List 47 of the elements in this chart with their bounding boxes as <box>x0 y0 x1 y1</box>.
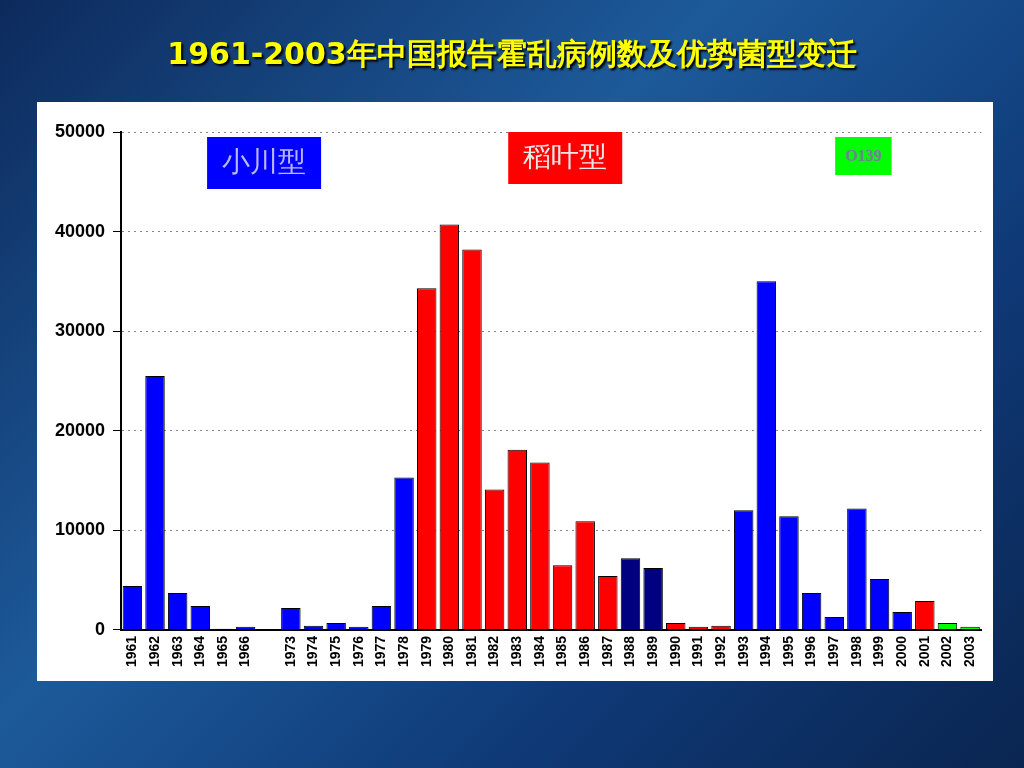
x-tick-label: 1998 <box>847 635 864 668</box>
x-tick-label: 1997 <box>825 635 842 668</box>
x-tick-label: 1995 <box>779 635 796 668</box>
x-tick-label: 1987 <box>598 635 615 668</box>
x-tick-label: 1964 <box>191 635 208 668</box>
x-tick-label: 1981 <box>462 635 479 668</box>
x-tick-label: 1976 <box>349 635 366 668</box>
x-tick-label: 1989 <box>643 635 660 668</box>
y-tick-label: 50000 <box>54 120 106 141</box>
y-tick-label: 20000 <box>54 419 106 440</box>
x-tick-label: 1962 <box>145 635 162 668</box>
x-tick-label: 1986 <box>576 635 593 668</box>
y-tick-label: 30000 <box>54 320 106 341</box>
x-tick-label: 2001 <box>915 635 932 668</box>
x-tick-label: 1978 <box>394 635 411 668</box>
x-tick-label: 1973 <box>281 635 298 668</box>
x-tick-label: 1994 <box>757 635 774 668</box>
x-tick-label: 1975 <box>327 635 343 668</box>
x-tick-label: 1993 <box>734 635 751 668</box>
x-tick-label: 2002 <box>938 635 955 668</box>
x-tick-label: 1977 <box>372 635 389 668</box>
chart-title: 1961-2003年中国报告霍乱病例数及优势菌型变迁 <box>166 35 858 73</box>
y-tick-label: 10000 <box>54 519 106 540</box>
x-tick-label: 1990 <box>666 635 683 668</box>
x-tick-label: 1999 <box>870 635 887 668</box>
x-tick-label: 1965 <box>213 635 230 668</box>
x-tick-label: 1963 <box>168 635 185 668</box>
y-tick-label: 40000 <box>54 220 106 241</box>
x-tick-label: 1966 <box>236 635 253 668</box>
y-tick-label: 0 <box>95 618 106 639</box>
x-tick-label: 1980 <box>440 635 457 668</box>
x-tick-label: 1979 <box>417 635 434 668</box>
x-tick-label: 1984 <box>530 635 547 668</box>
x-tick-label: 1985 <box>553 635 570 668</box>
text: 小川型 <box>222 145 307 179</box>
text: O139 <box>845 147 882 165</box>
x-tick-label: 1992 <box>711 635 728 668</box>
x-tick-label: 2000 <box>893 635 910 668</box>
x-tick-label: 1974 <box>304 635 321 668</box>
x-tick-label: 1991 <box>689 635 706 668</box>
x-tick-label: 1961 <box>123 635 140 668</box>
x-tick-label: 1983 <box>508 635 525 668</box>
x-tick-label: 1996 <box>802 635 819 668</box>
text: 稻叶型 <box>523 140 608 174</box>
x-tick-label: 2003 <box>960 635 977 668</box>
x-tick-label: 1988 <box>621 635 638 668</box>
x-tick-label: 1982 <box>485 635 502 668</box>
